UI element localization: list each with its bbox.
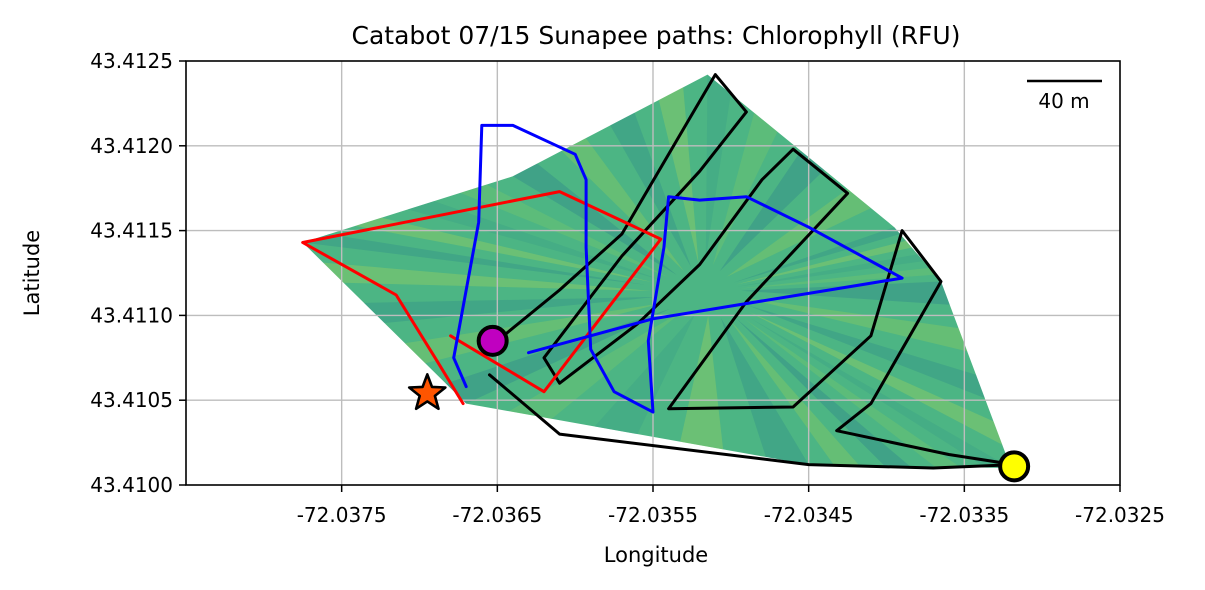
field-striation — [680, 315, 724, 450]
field-striation — [735, 240, 912, 285]
y-axis-ticks: 43.4100 43.4105 43.4110 43.4115 43.4120 43.41… — [90, 49, 186, 497]
paths — [301, 73, 1016, 470]
field-striation — [743, 297, 968, 352]
start-marker — [407, 373, 447, 411]
field-striation — [610, 112, 692, 268]
y-tick-label: 43.4105 — [90, 388, 173, 412]
field-striation — [719, 150, 825, 272]
x-tick-label: -72.0335 — [919, 503, 1009, 527]
x-axis-ticks: -72.0375 -72.0365 -72.0355 -72.0345 -72.0335… — [297, 485, 1165, 527]
magenta-marker — [476, 324, 509, 357]
y-tick-label: 43.4110 — [90, 303, 173, 327]
y-tick-label: 43.4120 — [90, 134, 173, 158]
x-tick-label: -72.0365 — [452, 503, 542, 527]
field-striation — [705, 74, 731, 260]
y-axis-label: Latitude — [20, 230, 44, 316]
field-striation — [739, 267, 936, 289]
field-striation — [728, 318, 860, 466]
field-striation — [658, 87, 699, 264]
y-tick-label: 43.4100 — [90, 473, 173, 497]
x-tick-label: -72.0345 — [764, 503, 854, 527]
chart-title: Catabot 07/15 Sunapee paths: Chlorophyll… — [352, 21, 961, 50]
field-striation — [751, 318, 1011, 468]
field-striation — [509, 311, 683, 419]
yellow-marker — [998, 450, 1031, 483]
field-striation — [743, 318, 961, 468]
field-striation — [726, 189, 871, 277]
field-striation — [445, 309, 670, 404]
y-tick-label: 43.4115 — [90, 219, 173, 243]
field-striation — [721, 318, 809, 465]
y-tick-label: 43.4125 — [90, 49, 173, 73]
field-striation — [355, 217, 653, 283]
scale-bar-label: 40 m — [1038, 89, 1089, 113]
red-path — [301, 190, 663, 406]
field-striation — [594, 313, 696, 435]
x-tick-label: -72.0355 — [608, 503, 698, 527]
field-striation — [746, 304, 985, 399]
scale-bar: 40 m — [1027, 79, 1102, 113]
markers — [407, 324, 1031, 483]
field-striation — [302, 234, 646, 285]
x-axis-label: Longitude — [604, 543, 708, 567]
field-striation — [736, 318, 910, 467]
x-tick-label: -72.0325 — [1075, 503, 1165, 527]
black-path — [488, 73, 1016, 470]
field-striation — [407, 201, 661, 280]
field-striation — [737, 254, 924, 287]
blue-path — [452, 123, 904, 414]
field-striation — [712, 112, 778, 266]
field-striation — [740, 281, 950, 305]
field-striation — [748, 311, 1003, 445]
x-tick-label: -72.0375 — [297, 503, 387, 527]
field-striation — [323, 262, 652, 291]
